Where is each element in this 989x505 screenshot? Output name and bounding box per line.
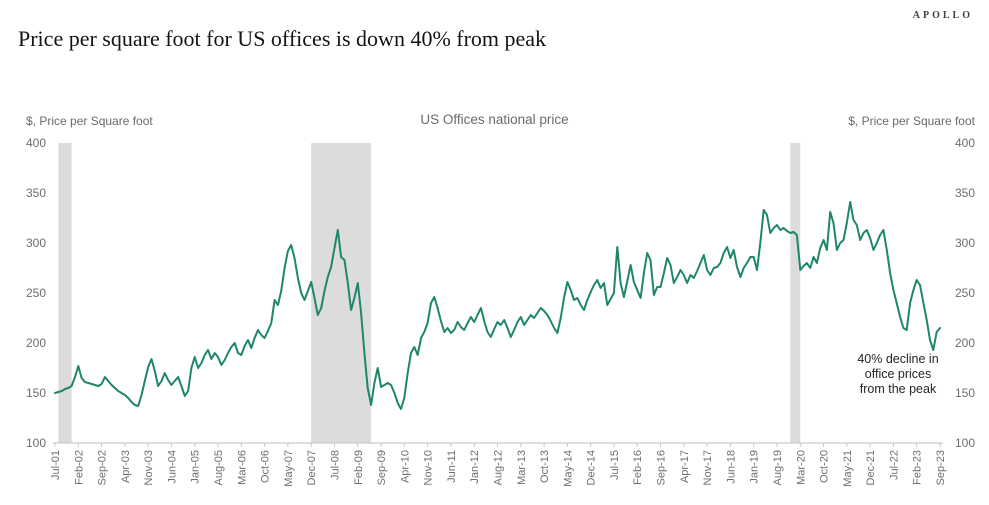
x-tick-label: Nov-10 <box>423 450 435 485</box>
chart-subtitle: US Offices national price <box>420 112 569 127</box>
x-tick-label: Jun-04 <box>166 450 178 484</box>
decline-annotation-line2: office prices <box>864 367 932 381</box>
x-tick-label: Jul-01 <box>50 450 62 480</box>
x-tick-label: Aug-12 <box>493 450 505 485</box>
y-tick-label-left: 200 <box>26 336 46 350</box>
x-tick-label: Apr-17 <box>679 450 691 483</box>
recession-band <box>790 143 801 443</box>
y-tick-label-right: 200 <box>955 336 975 350</box>
x-tick-label: May-07 <box>283 450 295 487</box>
x-tick-label: Jun-18 <box>725 450 737 484</box>
x-tick-label: Sep-02 <box>97 450 109 485</box>
x-tick-label: May-21 <box>842 450 854 487</box>
y-tick-label-left: 300 <box>26 236 46 250</box>
y-tick-label-left: 400 <box>26 136 46 150</box>
x-tick-label: Dec-07 <box>306 450 318 485</box>
decline-annotation-line3: from the peak <box>859 382 937 396</box>
x-tick-label: Feb-23 <box>912 450 924 485</box>
x-tick-label: Dec-14 <box>586 450 598 485</box>
x-tick-label: Jan-05 <box>190 450 202 484</box>
y-tick-label-right: 150 <box>955 386 975 400</box>
x-tick-label: Aug-05 <box>213 450 225 485</box>
y-tick-label-right: 300 <box>955 236 975 250</box>
x-tick-label: Nov-17 <box>702 450 714 485</box>
y-tick-label-right: 400 <box>955 136 975 150</box>
x-tick-label: Jan-19 <box>749 450 761 484</box>
x-tick-label: Jul-08 <box>329 450 341 480</box>
x-tick-label: Apr-03 <box>120 450 132 483</box>
y-tick-label-left: 350 <box>26 186 46 200</box>
price-series-line <box>54 201 941 410</box>
x-tick-label: Jul-15 <box>609 450 621 480</box>
x-tick-label: Oct-13 <box>539 450 551 483</box>
apollo-logo: APOLLO <box>912 10 973 21</box>
y-tick-label-right: 100 <box>955 436 975 450</box>
y-tick-label-left: 100 <box>26 436 46 450</box>
right-axis-label: $, Price per Square foot <box>848 114 975 128</box>
x-tick-label: Mar-20 <box>795 450 807 485</box>
decline-annotation-line1: 40% decline in <box>857 352 939 366</box>
x-tick-label: Oct-20 <box>819 450 831 483</box>
x-tick-label: Mar-13 <box>516 450 528 485</box>
x-tick-label: Feb-02 <box>73 450 85 485</box>
x-tick-label: Sep-23 <box>935 450 947 485</box>
x-tick-label: Aug-19 <box>772 450 784 485</box>
decline-annotation: 40% decline in office prices from the pe… <box>840 352 956 397</box>
x-tick-label: Jun-11 <box>446 450 458 483</box>
y-tick-label-left: 250 <box>26 286 46 300</box>
x-tick-label: Sep-16 <box>656 450 668 485</box>
x-tick-label: Jan-12 <box>469 450 481 484</box>
left-axis-label: $, Price per Square foot <box>26 114 153 128</box>
x-tick-label: Mar-06 <box>236 450 248 485</box>
x-tick-label: Dec-21 <box>865 450 877 485</box>
y-tick-label-right: 250 <box>955 286 975 300</box>
recession-band <box>311 143 372 443</box>
page-title: Price per square foot for US offices is … <box>18 26 547 51</box>
y-tick-label-right: 350 <box>955 186 975 200</box>
x-tick-label: May-14 <box>562 450 574 487</box>
x-tick-label: Nov-03 <box>143 450 155 485</box>
x-tick-label: Feb-16 <box>632 450 644 485</box>
x-tick-label: Feb-09 <box>353 450 365 485</box>
x-tick-label: Jul-22 <box>888 450 900 480</box>
y-tick-label-left: 150 <box>26 386 46 400</box>
x-tick-label: Apr-10 <box>399 450 411 483</box>
x-tick-label: Sep-09 <box>376 450 388 485</box>
recession-band <box>58 143 72 443</box>
x-tick-label: Oct-06 <box>260 450 272 483</box>
